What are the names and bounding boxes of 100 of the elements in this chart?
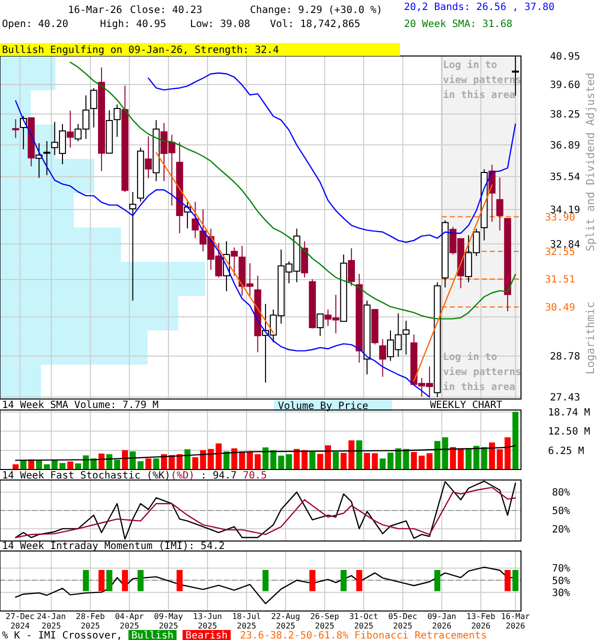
bar [324,445,331,470]
x-tick-label: 18-Jul 2025 [232,612,262,630]
bar [450,447,456,470]
candlestick [129,192,136,302]
x-tick-label: 04-Apr 2025 [114,612,144,630]
candlestick [230,246,238,276]
text: Logarithmic [584,302,597,374]
bar [348,440,354,470]
ref-line-label: 30.49 [545,302,576,314]
text: Open: 40.20 [2,19,68,30]
y-tick-label: 50% [552,576,570,587]
bar [387,452,394,470]
bar [466,448,472,470]
line-series [15,445,516,461]
text: 20,2 Bands: 26.56 , 37.80 [404,2,555,13]
text: Change: 9.29 (+30.0 %) [250,5,382,16]
x-tick-label: 05-Dec 2025 [388,612,418,630]
bar [223,451,230,470]
bar [36,460,42,470]
annotation: 70.5 [236,470,267,482]
candlestick [402,320,410,356]
bar [364,452,370,470]
text: Bullish [131,630,174,640]
candlestick [90,88,98,128]
text: Bearish [186,630,228,640]
chart-title: 14 Week SMA Volume: 7.79 M [2,400,159,411]
bar [200,450,206,470]
bar [340,452,347,470]
x-tick-label: 24-Jan 2025 [36,612,66,630]
x-tick-label: 13-Feb 2026 [466,612,496,630]
annotation: Log in to view patterns in this area [443,351,522,393]
bar [75,463,82,470]
ref-line-label: 31.51 [545,274,576,286]
bar [161,454,167,470]
candlestick [379,338,386,378]
bar [356,440,362,470]
x-tick-label: 22-Aug 2025 [271,612,300,630]
text: High: 40.95 [100,19,166,30]
x-tick-label: 28-Feb 2025 [76,612,105,630]
bar [262,447,269,470]
bar [286,454,292,470]
bar [67,462,74,470]
x-tick-label: 31-Oct 2025 [349,612,378,630]
x-tick-label: 09-Jan 2026 [427,612,456,630]
candlestick [36,142,43,178]
ref-line-label: 32.55 [545,246,576,258]
y-tick-label: 70% [552,564,570,575]
y-tick-label: 6.25 M [548,446,584,457]
y-tick-label: 38.25 [550,110,580,121]
y-tick-label: 28.78 [550,352,580,363]
chart-title: Bullish Engulfing on 09-Jan-26, Strength: 32.4 [2,45,279,56]
candlestick [43,140,50,176]
text: 16-Mar-26 [68,5,122,16]
y-tick-label: 12.50 M [548,426,590,438]
candlestick [316,314,324,336]
bar [458,448,464,470]
y-tick-label: 80% [552,488,570,499]
bar [59,463,66,470]
annotation: 94.7 [206,470,237,482]
candlestick [192,201,199,239]
candlestick [144,136,152,179]
y-tick-label: 35.54 [550,172,580,184]
bar [153,458,160,470]
legend-title: % K - IMI Crossover, [2,630,122,640]
text: Low: 39.08 [190,19,250,30]
candlestick [66,110,74,148]
bar [332,452,339,470]
bar [192,457,198,470]
bar [488,442,495,470]
x-tick-label: 27-Dec 2024 [6,612,35,630]
text: Volume By Price [278,401,368,412]
text: Close: 40.23 [130,5,202,16]
y-tick-label: 40.95 [550,52,580,62]
y-tick-label: 50% [552,506,570,517]
candlestick [114,104,121,138]
bar [309,452,316,470]
y-tick-label: 20% [552,524,570,536]
text: 20 Week SMA: 31.68 [404,19,512,30]
y-tick-label: 18.74 M [548,408,590,418]
y-tick-label: 39.60 [550,80,580,92]
candlestick [496,177,504,231]
annotation: : [194,470,207,482]
candlestick [348,248,355,286]
text: Vol: 18,742,865 [270,19,360,30]
chart-title: 14 Week Fast Stochastic [2,470,140,482]
bar [145,458,152,470]
text: WEEKLY CHART [430,400,502,411]
x-tick-label: 09-May 2025 [154,612,184,630]
y-axis-title: Split and Dividend Adjusted [584,72,597,252]
x-tick-label: 16-Mar 2026 [500,612,530,630]
text: 23.6-38.2-50-61.8% Fibonacci Retracements [240,630,487,640]
chart-title: 14 Week Intraday Momentum (IMI): 54.2 [2,541,225,552]
bar [317,454,324,470]
bar [372,453,378,470]
x-tick-label: 13-Jun 2025 [193,612,222,630]
bar [512,412,518,470]
text: (%D) [170,470,195,482]
bar [184,449,190,470]
y-tick-label: 30% [552,588,570,599]
series-label: (%K) [146,470,171,482]
